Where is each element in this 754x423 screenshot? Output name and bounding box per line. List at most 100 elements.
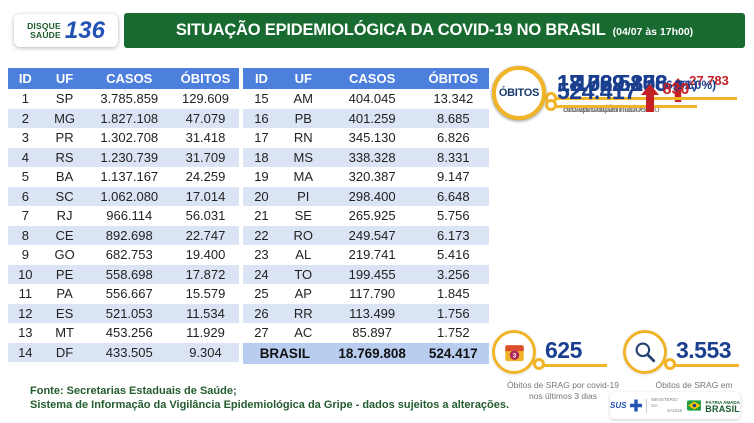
cell-uf: AP [294, 286, 312, 301]
cell-casos: 249.547 [348, 227, 396, 243]
cell-obitos: 9.304 [189, 344, 222, 360]
cell-uf: RJ [56, 208, 73, 223]
cell-obitos: 17.014 [185, 188, 226, 204]
cell-uf: RN [293, 130, 313, 145]
srag-3-dias-value: 625 [545, 336, 582, 363]
cell-uf: AC [294, 325, 313, 340]
cell-obitos: 5.416 [437, 247, 470, 262]
cell-uf: AM [293, 91, 314, 106]
table-row: 13 MT 453.256 11.929 [8, 323, 239, 343]
recuperados-pct: (91,0%) [674, 78, 717, 92]
cell-uf: SC [55, 188, 74, 204]
cell-casos: 1.137.167 [100, 169, 159, 184]
stat-value-line: 524.417 830 [544, 77, 698, 112]
ministry-label: MINISTÉRIO DA SAÚDE [651, 397, 683, 414]
cell-obitos: 1.845 [437, 286, 470, 301]
cell-id: 4 [21, 149, 29, 165]
total-casos: 18.769.808 [338, 345, 406, 361]
cell-obitos: 11.534 [186, 305, 225, 321]
cell-id: 13 [18, 325, 33, 340]
casos-delta: 27.783 [689, 73, 729, 88]
cell-id: 12 [18, 305, 33, 321]
col-uf: UF [55, 71, 74, 86]
cell-id: 18 [254, 149, 269, 165]
cell-casos: 219.741 [348, 247, 396, 262]
cell-id: 22 [254, 227, 269, 243]
stat-srag-3-dias: 3 625 Óbitos de SRAG por covid-19 nos úl… [492, 330, 620, 401]
cell-id: 8 [21, 227, 29, 243]
cell-uf: BA [55, 169, 74, 184]
sus-cross-icon [630, 399, 643, 412]
cell-obitos: 15.579 [185, 286, 226, 301]
em-acompanhamento-pct: (6,2%) [661, 78, 698, 92]
cell-obitos: 17.872 [185, 266, 226, 282]
cell-uf: SP [55, 91, 74, 106]
table-row: 25 AP 117.790 1.845 [243, 284, 489, 304]
col-obitos: ÓBITOS [180, 71, 231, 86]
cell-casos: 320.387 [348, 169, 396, 184]
table-row: 10 PE 558.698 17.872 [8, 264, 239, 284]
cell-uf: PE [55, 266, 74, 282]
cell-obitos: 8.331 [437, 149, 470, 165]
table-row: 6 SC 1.062.080 17.014 [8, 186, 239, 206]
cell-obitos: 31.418 [185, 130, 226, 145]
title-banner: SITUAÇÃO EPIDEMIOLÓGICA DA COVID-19 NO B… [124, 13, 745, 48]
cell-id: 9 [21, 247, 29, 262]
cell-uf: GO [54, 247, 75, 262]
table-body: 1 SP 3.785.859 129.609 2 MG 1.827.108 47… [8, 89, 239, 362]
table-row: 17 RN 345.130 6.826 [243, 128, 489, 148]
cell-obitos: 24.259 [185, 169, 226, 184]
cell-casos: 1.302.708 [100, 130, 159, 145]
logo-number: 136 [64, 16, 105, 44]
cell-uf: MG [54, 110, 76, 126]
table-row: 2 MG 1.827.108 47.079 [8, 108, 239, 128]
table-row: 26 RR 113.499 1.756 [243, 303, 489, 323]
cell-uf: TO [294, 266, 313, 282]
up-arrow-icon [671, 78, 686, 102]
cell-casos: 265.925 [348, 208, 396, 223]
table-row: 9 GO 682.753 19.400 [8, 245, 239, 265]
cell-casos: 892.698 [105, 227, 153, 243]
cell-casos: 3.785.859 [100, 91, 159, 106]
cell-id: 26 [254, 305, 269, 321]
obitos-badge: ÓBITOS [492, 66, 546, 120]
cell-uf: CE [55, 227, 74, 243]
obitos-value: 524.417 [557, 77, 637, 104]
table-body: 15 AM 404.045 13.342 16 PB 401.259 8.685… [243, 89, 489, 343]
cell-uf: PA [56, 286, 73, 301]
col-obitos: ÓBITOS [428, 71, 479, 86]
cell-casos: 682.753 [105, 247, 153, 262]
cell-uf: MA [293, 169, 314, 184]
table-header: ID UF CASOS ÓBITOS [8, 68, 239, 89]
table-header: ID UF CASOS ÓBITOS [243, 68, 489, 89]
cell-id: 27 [254, 325, 269, 340]
cell-casos: 117.790 [349, 286, 396, 301]
cell-id: 17 [254, 130, 269, 145]
cell-id: 16 [254, 110, 269, 126]
cell-uf: RS [55, 149, 74, 165]
cell-uf: RO [293, 227, 314, 243]
em-acompanhamento-value: 1.162.515 [557, 70, 655, 96]
table-row: 27 AC 85.897 1.752 [243, 323, 489, 343]
patria-amada-brasil-label: PÁTRIA AMADA BRASIL [705, 399, 740, 414]
total-obitos: 524.417 [428, 345, 478, 361]
col-casos: CASOS [106, 71, 153, 86]
cell-obitos: 47.079 [185, 110, 226, 126]
col-id: ID [18, 71, 32, 86]
em-acompanhamento-label: em acompanhamento [563, 104, 660, 115]
total-label: BRASIL [259, 345, 310, 361]
cell-casos: 556.667 [105, 286, 153, 301]
cell-casos: 521.053 [105, 305, 153, 321]
source-note: Fonte: Secretarias Estaduais de Saúde; S… [30, 384, 509, 412]
cell-obitos: 1.752 [437, 325, 470, 340]
cell-casos: 85.897 [352, 325, 393, 340]
cell-id: 21 [254, 208, 269, 223]
cell-id: 14 [18, 344, 33, 360]
cell-casos: 298.400 [348, 188, 396, 204]
table-row: 3 PR 1.302.708 31.418 [8, 128, 239, 148]
cell-id: 24 [254, 266, 269, 282]
table-row: 21 SE 265.925 5.756 [243, 206, 489, 226]
table-row: 20 PI 298.400 6.648 [243, 186, 489, 206]
cell-casos: 453.256 [105, 325, 153, 340]
table-row: 8 CE 892.698 22.747 [8, 225, 239, 245]
